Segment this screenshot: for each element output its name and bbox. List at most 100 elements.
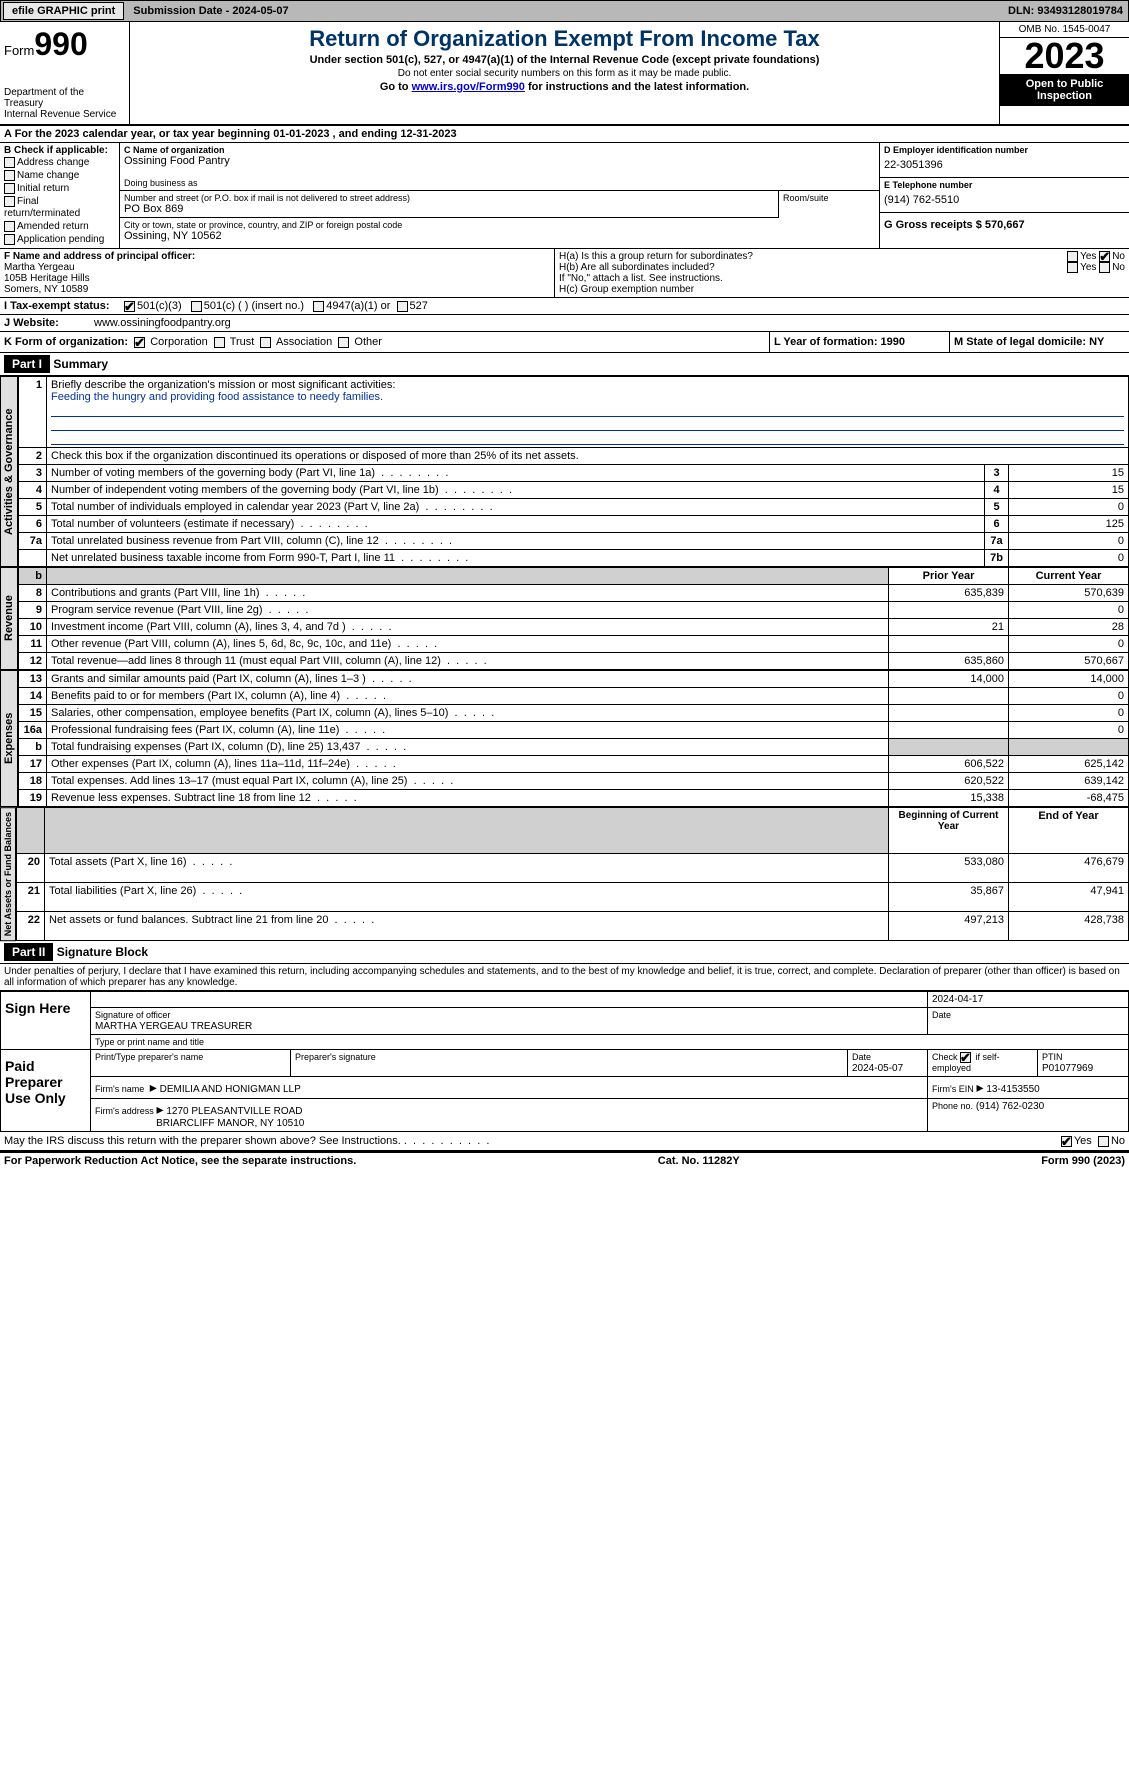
527-checkbox[interactable] — [397, 301, 408, 312]
form-prefix: Form — [4, 43, 34, 58]
declaration-text: Under penalties of perjury, I declare th… — [0, 964, 1129, 991]
table-row: 14Benefits paid to or for members (Part … — [19, 688, 1129, 705]
sig-officer-label: Signature of officer — [95, 1010, 170, 1020]
d-ein-label: D Employer identification number — [884, 145, 1028, 155]
table-row: bTotal fundraising expenses (Part IX, co… — [19, 739, 1129, 756]
final-return-label: Final return/terminated — [4, 197, 80, 219]
ha-no-checkbox[interactable] — [1099, 251, 1110, 262]
table-row: 10Investment income (Part VIII, column (… — [19, 619, 1129, 636]
corp-checkbox[interactable] — [134, 337, 145, 348]
corp-label: Corporation — [150, 336, 207, 348]
table-row: 8Contributions and grants (Part VIII, li… — [19, 585, 1129, 602]
net-vlabel: Net Assets or Fund Balances — [0, 807, 16, 941]
table-row: 16aProfessional fundraising fees (Part I… — [19, 722, 1129, 739]
trust-checkbox[interactable] — [214, 337, 225, 348]
paid-preparer-label: Paid Preparer Use Only — [1, 1050, 91, 1131]
hb-yes-checkbox[interactable] — [1067, 262, 1078, 273]
line-a: A For the 2023 calendar year, or tax yea… — [0, 126, 1129, 143]
initial-return-label: Initial return — [17, 183, 69, 194]
table-row: 22Net assets or fund balances. Subtract … — [17, 912, 1129, 941]
exp-vlabel: Expenses — [0, 670, 18, 807]
527-label: 527 — [410, 300, 428, 312]
rev-vlabel: Revenue — [0, 567, 18, 670]
gov-vlabel: Activities & Governance — [0, 376, 18, 567]
501c-checkbox[interactable] — [191, 301, 202, 312]
firm-ein: 13-4153550 — [986, 1084, 1039, 1095]
c-name-label: C Name of organization — [124, 145, 225, 155]
prep-date-label: Date — [852, 1052, 871, 1062]
form-title: Return of Organization Exempt From Incom… — [134, 26, 995, 52]
section-b-label: B Check if applicable: — [4, 145, 115, 156]
table-row: 21Total liabilities (Part X, line 26) . … — [17, 883, 1129, 912]
efile-button[interactable]: efile GRAPHIC print — [3, 2, 124, 20]
end-year-header: End of Year — [1009, 808, 1129, 854]
hb-no-checkbox[interactable] — [1099, 262, 1110, 273]
table-row: 18Total expenses. Add lines 13–17 (must … — [19, 773, 1129, 790]
part2-header: Part II Signature Block — [0, 941, 1129, 964]
tax-exempt-row: I Tax-exempt status: 501(c)(3) 501(c) ( … — [0, 298, 1129, 315]
amended-checkbox[interactable] — [4, 221, 15, 232]
ptin-value: P01077969 — [1042, 1063, 1093, 1074]
dept-label: Department of the Treasury — [4, 87, 125, 109]
dba-label: Doing business as — [124, 178, 875, 188]
amended-label: Amended return — [17, 221, 89, 232]
table-row: 15Salaries, other compensation, employee… — [19, 705, 1129, 722]
table-row: 19Revenue less expenses. Subtract line 1… — [19, 790, 1129, 807]
hb-no: No — [1112, 262, 1125, 273]
app-pending-checkbox[interactable] — [4, 234, 15, 245]
firm-addr1: 1270 PLEASANTVILLE ROAD — [166, 1106, 302, 1117]
goto-pre: Go to — [380, 81, 412, 93]
footer-right-pre: Form — [1041, 1155, 1072, 1167]
table-row: 20Total assets (Part X, line 16) . . . .… — [17, 854, 1129, 883]
discuss-yes-checkbox[interactable] — [1061, 1136, 1072, 1147]
table-row: 11Other revenue (Part VIII, column (A), … — [19, 636, 1129, 653]
m-label: M State of legal domicile: NY — [954, 336, 1104, 348]
room-label: Room/suite — [783, 193, 875, 203]
submission-label: Submission Date - 2024-05-07 — [133, 5, 288, 17]
addr-change-checkbox[interactable] — [4, 157, 15, 168]
501c3-checkbox[interactable] — [124, 301, 135, 312]
ein-value: 22-3051396 — [884, 155, 1125, 175]
org-city: Ossining, NY 10562 — [124, 230, 875, 242]
prior-year-header: Prior Year — [889, 568, 1009, 585]
table-row: 4Number of independent voting members of… — [19, 482, 1129, 499]
k-label: K Form of organization: — [4, 336, 128, 348]
form-number: 990 — [34, 26, 87, 62]
app-pending-label: Application pending — [17, 234, 104, 245]
name-change-checkbox[interactable] — [4, 170, 15, 181]
j-label: J Website: — [4, 317, 59, 329]
table-row: 13Grants and similar amounts paid (Part … — [19, 671, 1129, 688]
4947-checkbox[interactable] — [313, 301, 324, 312]
k-l-m-row: K Form of organization: Corporation Trus… — [0, 332, 1129, 353]
arrow-icon: ▸ — [157, 1101, 164, 1117]
subtitle-1: Under section 501(c), 527, or 4947(a)(1)… — [134, 54, 995, 66]
g-receipts: G Gross receipts $ 570,667 — [884, 219, 1025, 231]
org-name: Ossining Food Pantry — [124, 155, 875, 167]
instructions-link[interactable]: www.irs.gov/Form990 — [412, 81, 525, 93]
self-emp-checkbox[interactable] — [960, 1052, 971, 1063]
name-change-label: Name change — [17, 170, 79, 181]
part1-title: Summary — [53, 357, 108, 371]
final-return-checkbox[interactable] — [4, 196, 15, 207]
irs-label: Internal Revenue Service — [4, 109, 125, 120]
assoc-checkbox[interactable] — [260, 337, 271, 348]
hb-note: If "No," attach a list. See instructions… — [559, 273, 1125, 284]
addr-label: Number and street (or P.O. box if mail i… — [124, 193, 774, 203]
phone-value: (914) 762-5510 — [884, 190, 1125, 210]
footer-mid: Cat. No. 11282Y — [658, 1155, 740, 1167]
ptin-label: PTIN — [1042, 1052, 1063, 1062]
ha-yes-checkbox[interactable] — [1067, 251, 1078, 262]
firm-name-label: Firm's name — [95, 1084, 144, 1094]
form-header: Form990 Department of the Treasury Inter… — [0, 22, 1129, 126]
discuss-no-checkbox[interactable] — [1098, 1136, 1109, 1147]
table-row: 3Number of voting members of the governi… — [19, 465, 1129, 482]
other-checkbox[interactable] — [338, 337, 349, 348]
mission-text: Feeding the hungry and providing food as… — [51, 391, 383, 403]
sig-officer-name: MARTHA YERGEAU TREASURER — [95, 1021, 252, 1032]
addr-change-label: Address change — [17, 157, 89, 168]
table-row: Net unrelated business taxable income fr… — [19, 550, 1129, 567]
initial-return-checkbox[interactable] — [4, 183, 15, 194]
part1-header: Part I Summary — [0, 353, 1129, 376]
officer-name: Martha Yergeau — [4, 262, 75, 273]
footer-form: 990 — [1072, 1155, 1090, 1167]
